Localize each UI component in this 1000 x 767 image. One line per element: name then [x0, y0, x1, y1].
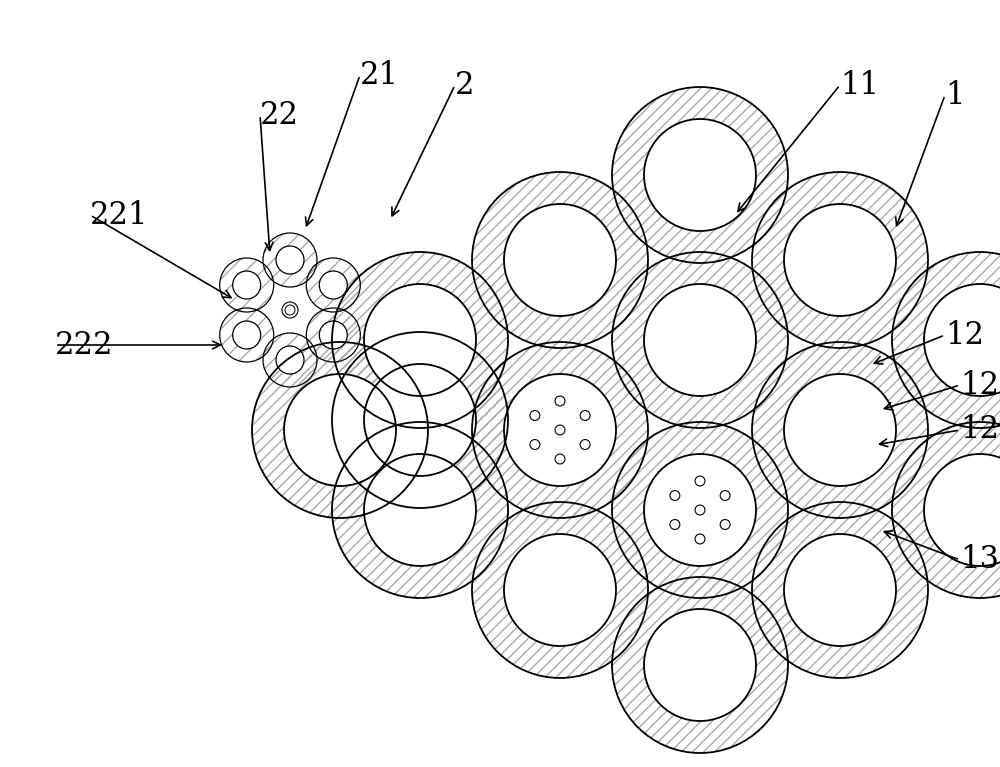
Circle shape: [504, 374, 616, 486]
Circle shape: [720, 519, 730, 529]
Circle shape: [263, 333, 317, 387]
Circle shape: [555, 454, 565, 464]
Text: 11: 11: [840, 70, 879, 100]
Circle shape: [285, 305, 295, 315]
Circle shape: [306, 308, 360, 362]
Circle shape: [284, 374, 396, 486]
Circle shape: [695, 476, 705, 486]
Text: 121: 121: [960, 370, 1000, 400]
Text: 222: 222: [55, 330, 114, 360]
Text: 22: 22: [260, 100, 299, 130]
Circle shape: [784, 534, 896, 646]
Circle shape: [319, 271, 347, 299]
Circle shape: [332, 422, 508, 598]
Circle shape: [670, 491, 680, 500]
Circle shape: [282, 302, 298, 318]
Circle shape: [612, 252, 788, 428]
Circle shape: [276, 246, 304, 274]
Circle shape: [612, 422, 788, 598]
Circle shape: [252, 342, 428, 518]
Circle shape: [644, 609, 756, 721]
Text: 13: 13: [960, 545, 999, 575]
Circle shape: [220, 308, 274, 362]
Circle shape: [220, 258, 274, 312]
Circle shape: [263, 233, 317, 287]
Circle shape: [276, 346, 304, 374]
Circle shape: [580, 439, 590, 449]
Circle shape: [472, 502, 648, 678]
Circle shape: [472, 342, 648, 518]
Circle shape: [784, 204, 896, 316]
Circle shape: [233, 321, 261, 349]
Circle shape: [892, 422, 1000, 598]
Circle shape: [644, 284, 756, 396]
Text: 2: 2: [455, 70, 475, 100]
Circle shape: [332, 332, 508, 508]
Circle shape: [752, 172, 928, 348]
Circle shape: [644, 119, 756, 231]
Circle shape: [752, 342, 928, 518]
Circle shape: [784, 374, 896, 486]
Circle shape: [580, 410, 590, 420]
Circle shape: [530, 410, 540, 420]
Circle shape: [695, 505, 705, 515]
Circle shape: [332, 252, 508, 428]
Circle shape: [612, 87, 788, 263]
Circle shape: [319, 321, 347, 349]
Text: 122: 122: [960, 414, 1000, 446]
Circle shape: [364, 364, 476, 476]
Circle shape: [924, 284, 1000, 396]
Circle shape: [612, 577, 788, 753]
Circle shape: [892, 252, 1000, 428]
Circle shape: [364, 454, 476, 566]
Circle shape: [530, 439, 540, 449]
Circle shape: [233, 271, 261, 299]
Text: 1: 1: [945, 80, 964, 110]
Circle shape: [644, 454, 756, 566]
Circle shape: [555, 425, 565, 435]
Circle shape: [504, 204, 616, 316]
Circle shape: [670, 519, 680, 529]
Circle shape: [504, 534, 616, 646]
Text: 221: 221: [90, 199, 148, 231]
Circle shape: [472, 172, 648, 348]
Circle shape: [695, 534, 705, 544]
Circle shape: [924, 454, 1000, 566]
Text: 12: 12: [945, 320, 984, 351]
Text: 21: 21: [360, 60, 399, 91]
Circle shape: [752, 502, 928, 678]
Circle shape: [720, 491, 730, 500]
Circle shape: [306, 258, 360, 312]
Circle shape: [364, 284, 476, 396]
Circle shape: [555, 396, 565, 406]
